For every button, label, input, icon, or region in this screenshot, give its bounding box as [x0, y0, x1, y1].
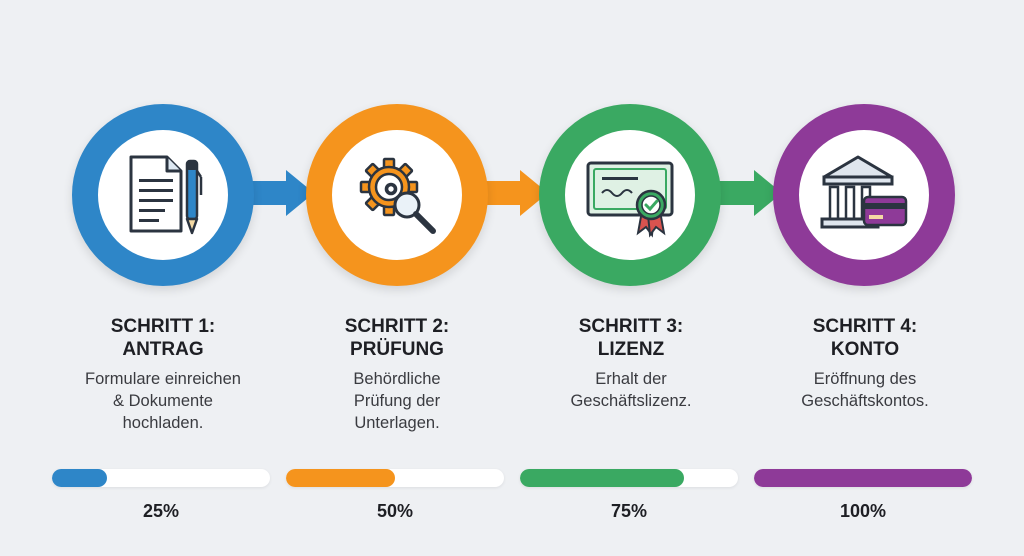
step-4-circle — [773, 104, 955, 286]
step-1-title: SCHRITT 1: ANTRAG — [110, 316, 216, 360]
step-3-progress-fill — [520, 469, 684, 487]
certificate-icon — [586, 161, 674, 238]
step-1-percent: 25% — [142, 501, 180, 521]
arrow-connector-2 — [474, 170, 548, 216]
step-3-description: Erhalt der Geschäftslizenz. — [570, 370, 692, 410]
step-3-title: SCHRITT 3: LIZENZ — [578, 316, 684, 360]
step-3-progress-bar — [520, 469, 738, 487]
arrow-connector-3 — [708, 170, 782, 216]
step-3-circle — [539, 104, 721, 286]
step-2-progress-fill — [286, 469, 395, 487]
step-4-description: Eröffnung des Geschäftskontos. — [801, 370, 929, 410]
step-4-percent: 100% — [839, 501, 887, 521]
bank-card-icon — [820, 155, 908, 229]
step-1-progress-fill — [52, 469, 107, 487]
step-3-percent: 75% — [610, 501, 648, 521]
step-1-progress-bar — [52, 469, 270, 487]
step-2-description: Behördliche Prüfung der Unterlagen. — [353, 370, 441, 432]
step-4-title: SCHRITT 4: KONTO — [812, 316, 918, 360]
step-1-circle — [72, 104, 254, 286]
step-2-circle — [306, 104, 488, 286]
arrow-connector-1 — [240, 170, 314, 216]
step-2-progress-bar — [286, 469, 504, 487]
step-1-description: Formulare einreichen & Dokumente hochlad… — [85, 370, 241, 432]
gear-magnifier-icon — [359, 157, 436, 234]
step-2-title: SCHRITT 2: PRÜFUNG — [344, 316, 450, 360]
step-4-progress-fill — [754, 469, 972, 487]
document-pen-icon — [129, 155, 203, 235]
step-4-progress-bar — [754, 469, 972, 487]
step-2-percent: 50% — [376, 501, 414, 521]
